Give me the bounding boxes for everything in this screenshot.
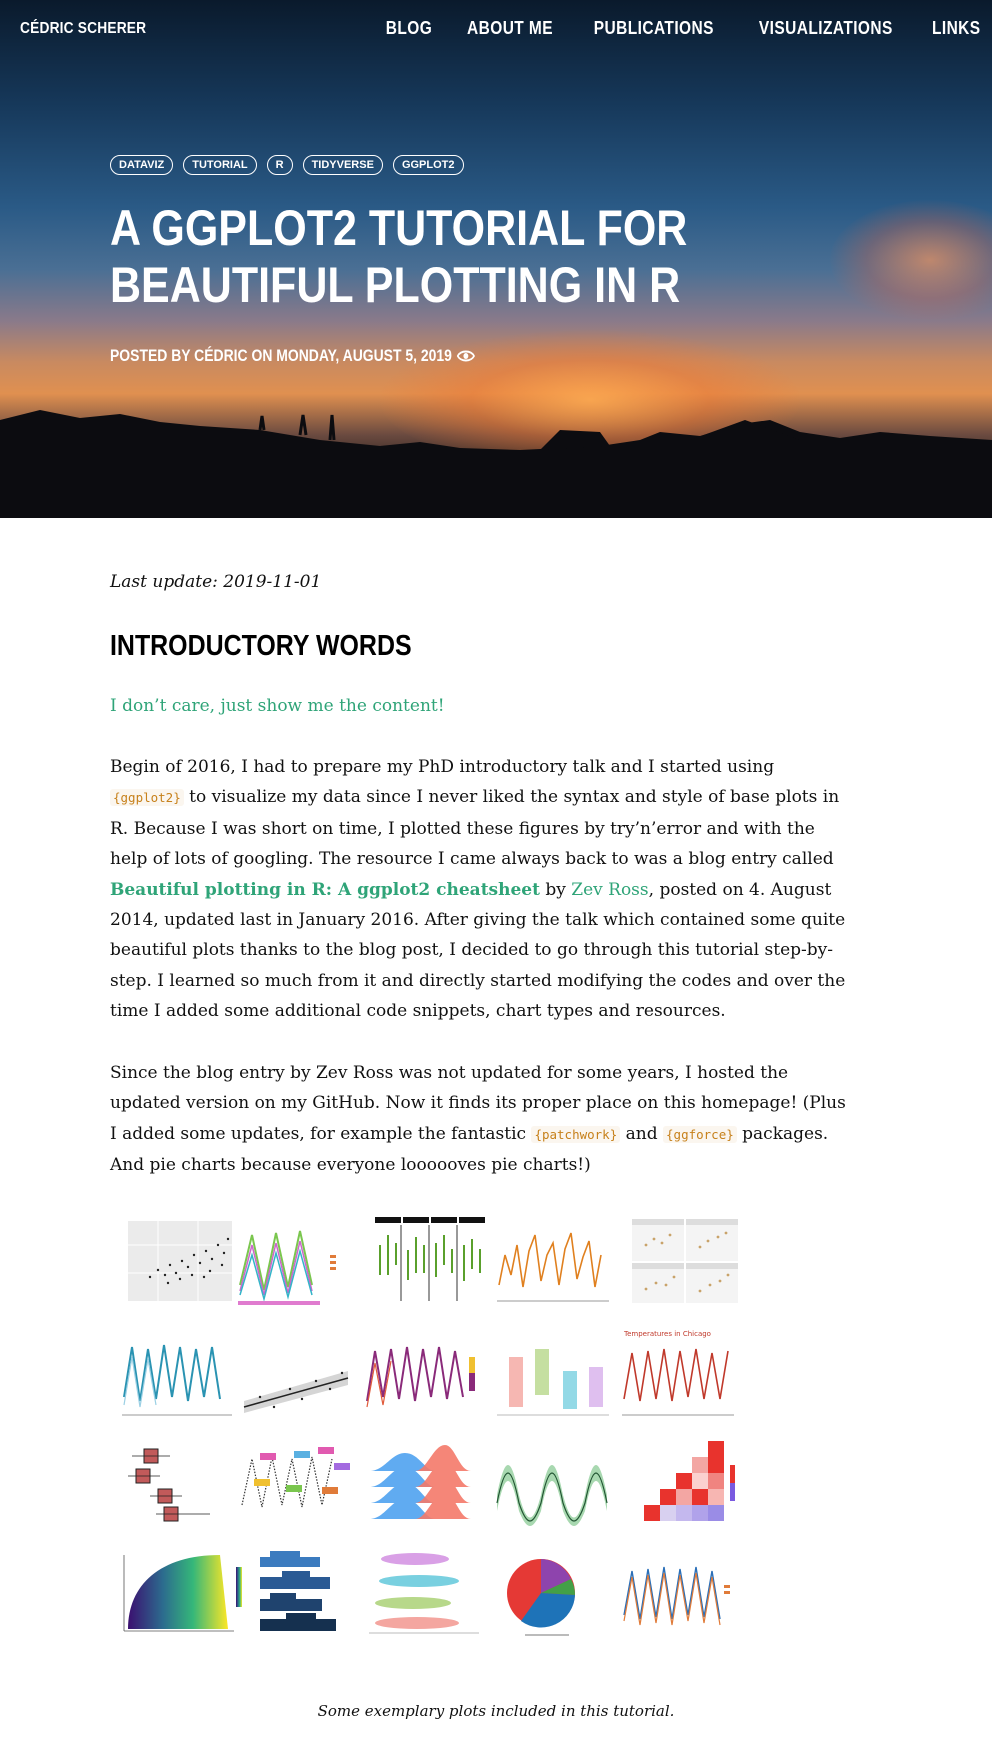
thumb-jitter-pastel <box>485 1327 621 1427</box>
thumb-pie-chart <box>485 1545 621 1645</box>
post-meta: POSTED BY CÉDRIC ON MONDAY, AUGUST 5, 20… <box>110 346 475 366</box>
nav-item-publications[interactable]: PUBLICATIONS <box>593 18 715 38</box>
nav-item-about-me[interactable]: ABOUT ME <box>467 18 554 38</box>
thumb-line-viridis <box>355 1327 491 1427</box>
p1-text-1: Begin of 2016, I had to prepare my PhD i… <box>110 757 775 777</box>
p2-text-1: Since the blog entry by Zev Ross was not… <box>110 1063 846 1144</box>
eye-icon <box>456 350 475 362</box>
site-brand[interactable]: CÉDRIC SCHERER <box>20 20 147 37</box>
ggplot2-code: {ggplot2} <box>110 789 184 807</box>
post-title: A GGPLOT2 TUTORIAL FOR BEAUTIFUL PLOTTIN… <box>110 200 688 313</box>
p1-text-2: to visualize my data since I never liked… <box>110 787 840 870</box>
patchwork-code: {patchwork} <box>531 1125 621 1143</box>
tag-tutorial[interactable]: TUTORIAL <box>183 155 257 175</box>
top-navigation: CÉDRIC SCHERER BLOG ABOUT ME PUBLICATION… <box>0 18 992 48</box>
tag-dataviz[interactable]: DATAVIZ <box>110 155 174 175</box>
p1-text-4: , posted on 4. August 2014, updated last… <box>110 879 846 1022</box>
ggforce-code: {ggforce} <box>663 1125 737 1143</box>
thumb-ribbon-green <box>485 1435 621 1535</box>
section-heading: INTRODUCTORY WORDS <box>110 630 412 662</box>
thumb-correlation-heatmap <box>610 1435 746 1535</box>
post-tags: DATAVIZ TUTORIAL R TIDYVERSE GGPLOT2 <box>110 155 464 175</box>
cheatsheet-link[interactable]: Beautiful plotting in R: A ggplot2 cheat… <box>110 879 540 900</box>
thumb-faceted-histogram <box>230 1545 366 1645</box>
thumb-multi-line <box>610 1545 746 1645</box>
p2-text-3: packages. And pie charts because everyon… <box>110 1123 829 1176</box>
temperature-chart-title: Temperatures in Chicago <box>623 1330 711 1338</box>
thumb-line-orange <box>485 1215 621 1315</box>
thumb-annotated-labels <box>230 1435 366 1535</box>
nav-item-visualizations[interactable]: VISUALIZATIONS <box>758 18 893 38</box>
p1-text-3: by <box>539 879 572 900</box>
landscape-silhouette <box>0 410 992 518</box>
last-update: Last update: 2019-11-01 <box>110 572 322 592</box>
exemplary-plots-gallery: Temperatures in Chicago <box>110 1215 835 1660</box>
nav-item-blog[interactable]: BLOG <box>385 18 433 38</box>
zev-ross-link[interactable]: Zev Ross <box>571 879 649 900</box>
thumb-ridgeline <box>355 1435 491 1535</box>
tag-r[interactable]: R <box>266 155 293 175</box>
intro-paragraph-1: Begin of 2016, I had to prepare my PhD i… <box>110 752 850 1027</box>
thumb-viridis-raster <box>110 1545 246 1645</box>
thumb-line-multicolor <box>230 1215 366 1315</box>
thumb-regression-band <box>230 1327 366 1427</box>
thumb-temperature-chicago: Temperatures in Chicago <box>610 1327 746 1427</box>
nav-menu: BLOG ABOUT ME PUBLICATIONS VISUALIZATION… <box>382 18 984 39</box>
post-meta-text: POSTED BY CÉDRIC ON MONDAY, AUGUST 5, 20… <box>110 346 452 365</box>
skip-to-content-link[interactable]: I don’t care, just show me the content! <box>110 696 445 716</box>
thumb-facet-grid-scatter <box>610 1215 746 1315</box>
gallery-caption: Some exemplary plots included in this tu… <box>317 1702 675 1720</box>
tag-ggplot2[interactable]: GGPLOT2 <box>392 155 464 175</box>
thumb-boxplot <box>110 1435 246 1535</box>
nav-item-links[interactable]: LINKS <box>931 18 981 38</box>
sunset-cloud <box>830 200 992 320</box>
intro-paragraph-2: Since the blog entry by Zev Ross was not… <box>110 1058 850 1181</box>
thumb-violin <box>355 1545 491 1645</box>
thumb-scatter-grey <box>110 1215 246 1315</box>
thumb-line-teal-gradient <box>110 1327 246 1427</box>
p2-text-2: and <box>620 1123 664 1144</box>
thumb-facets-jitter <box>355 1215 491 1315</box>
hero-banner: CÉDRIC SCHERER BLOG ABOUT ME PUBLICATION… <box>0 0 992 518</box>
tag-tidyverse[interactable]: TIDYVERSE <box>302 155 383 175</box>
